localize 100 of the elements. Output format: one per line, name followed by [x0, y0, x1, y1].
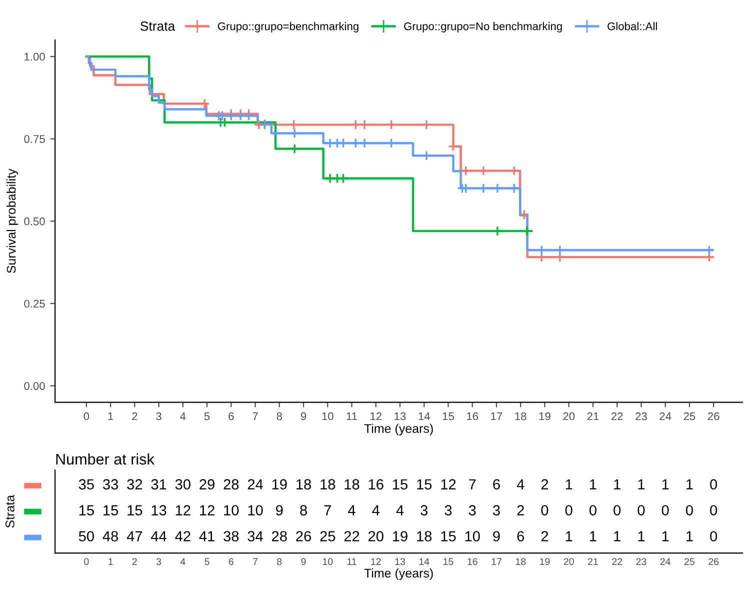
x-tick-label: 3	[156, 412, 162, 420]
data-label: 0	[541, 505, 548, 516]
data-label: 44	[151, 531, 166, 542]
x-tick-label: 12	[370, 412, 382, 420]
data-label: 28	[224, 479, 239, 490]
chart-title: Number at risk	[56, 453, 154, 465]
x-tick-label: 26	[708, 412, 720, 420]
data-label: 29	[200, 479, 214, 490]
data-label: 15	[104, 505, 118, 516]
data-label: 16	[368, 479, 384, 490]
data-label: 48	[102, 531, 118, 542]
data-label: 24	[248, 479, 263, 490]
data-label: 3	[468, 505, 476, 516]
data-label: 0	[710, 531, 718, 542]
x-tick-label: 18	[515, 412, 526, 420]
data-label: 28	[272, 531, 287, 542]
data-label: 2	[541, 531, 548, 542]
data-label: 18	[417, 531, 432, 542]
data-label: 0	[710, 505, 718, 516]
x-tick-label: 18	[516, 558, 526, 566]
data-label: 7	[469, 479, 476, 490]
data-label: 31	[151, 479, 166, 490]
x-tick-label: 20	[563, 412, 575, 420]
x-tick-label: 20	[564, 558, 574, 566]
data-label: 1	[638, 479, 645, 490]
x-tick-label: 2	[132, 412, 138, 420]
x-tick-label: 0	[84, 558, 89, 566]
x-tick-label: 4	[180, 412, 186, 420]
y-axis-title: Strata	[6, 494, 14, 528]
data-label: 3	[420, 505, 428, 516]
data-label: 7	[324, 505, 331, 516]
x-tick-label: 1	[108, 412, 114, 420]
data-label: 0	[662, 505, 669, 516]
x-tick-label: 23	[636, 558, 646, 566]
data-label: 10	[224, 505, 239, 516]
data-label: 12	[441, 479, 456, 490]
data-label: 3	[492, 505, 500, 516]
data-label: 0	[565, 505, 572, 516]
x-tick-label: 19	[540, 558, 550, 566]
x-axis-title: Time (years)	[364, 568, 433, 580]
x-tick-label: 11	[346, 412, 357, 420]
data-label: 1	[614, 531, 620, 542]
data-label: 0	[686, 505, 693, 516]
x-tick-label: 6	[228, 412, 234, 420]
data-label: 42	[175, 531, 190, 542]
data-label: 10	[248, 505, 263, 516]
x-tick-label: 9	[301, 558, 306, 566]
data-label: 15	[441, 531, 456, 542]
x-tick-label: 1	[108, 558, 113, 565]
data-label: 30	[175, 479, 190, 490]
x-tick-label: 21	[588, 558, 598, 565]
x-tick-label: 16	[468, 558, 478, 566]
x-tick-label: 16	[467, 412, 478, 420]
x-tick-label: 15	[442, 412, 454, 420]
data-label: 0	[614, 505, 621, 516]
x-axis-title: Time (years)	[364, 424, 433, 436]
data-label: 4	[372, 505, 380, 516]
data-label: 1	[662, 531, 669, 542]
x-tick-label: 10	[322, 412, 334, 420]
y-tick-label: 1.00	[24, 52, 45, 61]
data-label: 15	[79, 505, 94, 516]
x-tick-label: 13	[395, 558, 405, 566]
data-label: 1	[566, 531, 572, 542]
data-label: 22	[344, 531, 360, 542]
x-tick-label: 17	[491, 412, 502, 420]
data-label: 4	[348, 505, 356, 516]
x-tick-label: 6	[228, 558, 234, 566]
data-label: 1	[590, 531, 596, 542]
data-label: 35	[78, 479, 94, 490]
data-label: 6	[493, 479, 500, 490]
legend-label: Grupo::grupo=benchmarking	[218, 22, 358, 32]
x-tick-label: 13	[394, 412, 406, 420]
data-label: 1	[686, 531, 693, 542]
x-tick-label: 21	[587, 412, 599, 420]
x-tick-label: 5	[204, 558, 210, 566]
data-label: 9	[276, 505, 283, 516]
x-tick-label: 3	[156, 558, 162, 566]
data-label: 0	[589, 505, 596, 516]
data-label: 47	[126, 531, 142, 542]
data-label: 1	[614, 479, 620, 490]
data-label: 0	[638, 505, 645, 516]
data-label: 1	[662, 479, 669, 490]
x-tick-label: 7	[253, 558, 258, 565]
x-tick-label: 8	[276, 412, 282, 420]
x-tick-label: 4	[180, 558, 186, 565]
x-tick-label: 22	[611, 412, 623, 420]
data-label: 10	[465, 531, 480, 542]
x-tick-label: 14	[419, 558, 430, 565]
data-label: 9	[493, 531, 500, 542]
x-tick-label: 23	[636, 412, 647, 420]
data-label: 38	[224, 531, 239, 542]
y-axis-title: Survival probability	[6, 168, 18, 274]
x-tick-label: 19	[539, 412, 550, 420]
x-tick-label: 10	[322, 558, 333, 566]
x-tick-label: 24	[660, 412, 672, 420]
data-label: 18	[344, 479, 360, 490]
y-tick-label: 0.00	[24, 382, 45, 390]
data-label: 1	[590, 479, 596, 490]
x-tick-label: 12	[371, 558, 381, 565]
data-label: 18	[320, 479, 336, 490]
